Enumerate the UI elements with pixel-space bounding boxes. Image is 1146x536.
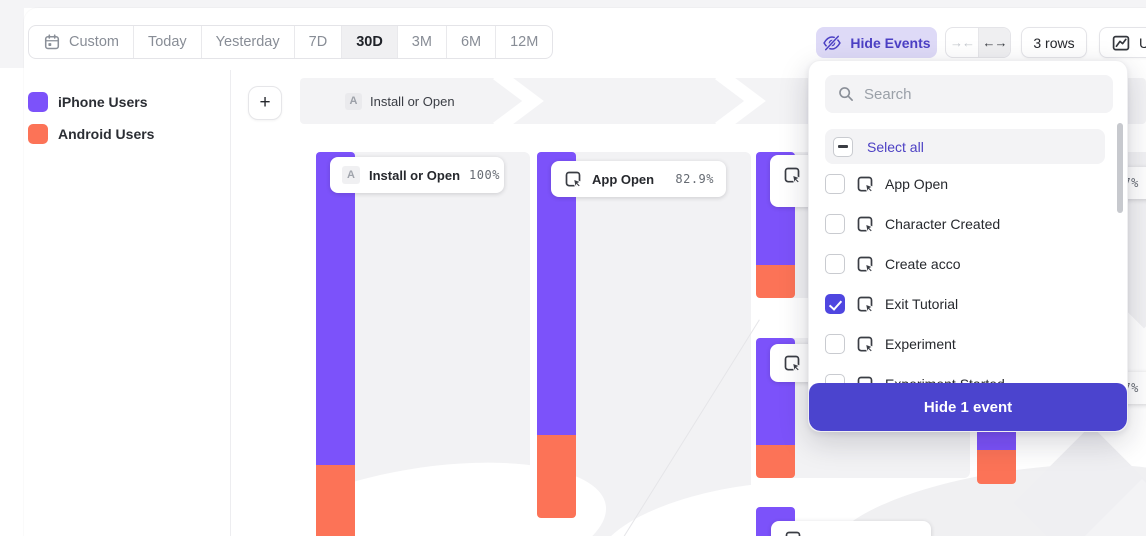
hide-events-label: Hide Events <box>850 34 931 51</box>
checkbox[interactable] <box>825 294 845 314</box>
search-box[interactable] <box>825 75 1113 113</box>
pointer-click-icon <box>855 174 875 194</box>
hide-events-dropdown: Select all App Open Character Created Cr… <box>808 60 1128 432</box>
bar-step4-android[interactable] <box>977 450 1016 484</box>
date-range-today[interactable]: Today <box>134 26 202 58</box>
select-all-checkbox[interactable] <box>833 136 853 157</box>
search-input[interactable] <box>864 85 1101 103</box>
pointer-click-icon <box>855 214 875 234</box>
bar-step1-iphone[interactable] <box>316 152 355 465</box>
event-row-label: App Open <box>885 176 949 192</box>
legend-item-android[interactable]: Android Users <box>28 124 154 144</box>
date-range-6m[interactable]: 6M <box>447 26 497 58</box>
eye-off-icon <box>822 33 842 53</box>
event-row-label: Exit Tutorial <box>885 296 959 312</box>
pointer-click-icon <box>783 529 803 536</box>
event-badge: A <box>342 166 360 184</box>
page-background-left <box>0 8 24 68</box>
date-range-yesterday[interactable]: Yesterday <box>202 26 295 58</box>
event-row-character-created[interactable]: Character Created <box>825 204 1117 244</box>
chart-type-icon <box>1111 33 1131 53</box>
event-card-step3-row3[interactable] <box>771 521 931 536</box>
date-range-label: 7D <box>308 34 328 50</box>
event-row-label: Character Created <box>885 216 1001 232</box>
bar-step2-android[interactable] <box>537 435 576 518</box>
select-all-row[interactable]: Select all <box>825 129 1105 164</box>
search-icon <box>837 85 855 103</box>
date-range-12m[interactable]: 12M <box>496 26 552 58</box>
date-range-label: Today <box>147 34 187 50</box>
date-range-label: Custom <box>69 34 119 50</box>
date-range-label: 12M <box>510 34 539 50</box>
event-row-experiment[interactable]: Experiment <box>825 324 1117 364</box>
select-all-label: Select all <box>867 138 924 155</box>
event-row-label: Create acco <box>885 256 961 272</box>
date-range-3m[interactable]: 3M <box>398 26 447 58</box>
event-row-create-acco[interactable]: Create acco <box>825 244 1117 284</box>
bar-step2-iphone[interactable] <box>537 152 576 435</box>
pointer-click-icon <box>855 334 875 354</box>
chart-type-button[interactable]: U <box>1099 27 1146 58</box>
step-banner-label: Install or Open <box>370 93 455 109</box>
date-range-control: Custom Today Yesterday 7D 30D 3M 6M 12M <box>28 25 554 59</box>
date-range-custom[interactable]: Custom <box>29 26 134 58</box>
event-row-label: Experiment <box>885 336 956 352</box>
legend-item-iphone[interactable]: iPhone Users <box>28 92 147 112</box>
event-row-exit-tutorial[interactable]: Exit Tutorial <box>825 284 1117 324</box>
date-range-30d[interactable]: 30D <box>342 26 398 58</box>
rows-button[interactable]: 3 rows <box>1021 27 1087 58</box>
bar-step3-row1-android[interactable] <box>756 265 795 298</box>
bar-step3-row2-android[interactable] <box>756 445 795 478</box>
date-range-7d[interactable]: 7D <box>295 26 343 58</box>
event-card-install-or-open[interactable]: A Install or Open 100% <box>330 157 504 193</box>
pointer-click-icon <box>782 353 802 373</box>
legend-label: iPhone Users <box>58 94 148 110</box>
checkbox[interactable] <box>825 174 845 194</box>
chart-type-label: U <box>1139 34 1146 51</box>
legend-swatch-purple <box>28 92 48 112</box>
pointer-click-icon <box>855 294 875 314</box>
checkbox[interactable] <box>825 254 845 274</box>
date-range-label: Yesterday <box>215 34 280 50</box>
event-value: 82.9% <box>675 172 714 186</box>
column-width-control: →← ←→ <box>945 27 1011 58</box>
sidebar-divider <box>230 70 231 536</box>
event-list: App Open Character Created Create acco E… <box>825 164 1117 404</box>
add-step-button[interactable]: + <box>248 86 282 120</box>
event-card-app-open[interactable]: App Open 82.9% <box>551 161 726 197</box>
legend-label: Android Users <box>58 126 155 142</box>
event-row-app-open[interactable]: App Open <box>825 164 1117 204</box>
collapse-columns-button[interactable]: →← <box>950 35 975 50</box>
event-value: 100% <box>469 168 500 182</box>
date-range-label: 3M <box>411 34 432 50</box>
checkbox[interactable] <box>825 334 845 354</box>
event-label: App Open <box>592 171 655 187</box>
bar-step1-android[interactable] <box>316 465 355 536</box>
pointer-click-icon <box>563 169 583 189</box>
hide-events-button[interactable]: Hide Events <box>816 27 937 58</box>
legend-swatch-orange <box>28 124 48 144</box>
calendar-icon <box>43 33 61 51</box>
rows-label: 3 rows <box>1033 34 1075 51</box>
expand-columns-button[interactable]: ←→ <box>978 28 1010 57</box>
pointer-click-icon <box>782 165 802 185</box>
event-label: Install or Open <box>369 167 461 183</box>
hide-event-action-button[interactable]: Hide 1 event <box>809 383 1127 431</box>
page-background <box>0 0 1146 8</box>
date-range-label: 30D <box>356 34 383 50</box>
checkbox[interactable] <box>825 214 845 234</box>
dropdown-scrollbar[interactable] <box>1117 123 1123 213</box>
step-badge: A <box>345 92 362 110</box>
date-range-label: 6M <box>460 34 482 50</box>
pointer-click-icon <box>855 254 875 274</box>
